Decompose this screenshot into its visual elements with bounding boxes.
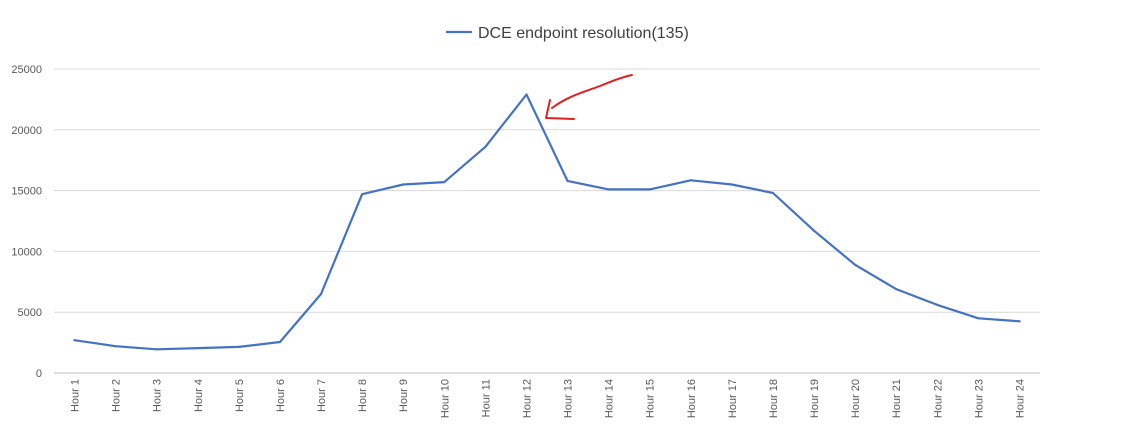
y-tick-label: 20000 xyxy=(11,125,42,137)
x-tick-label: Hour 10 xyxy=(439,379,451,418)
x-tick-label: Hour 12 xyxy=(521,379,533,418)
data-point xyxy=(977,317,980,320)
data-point xyxy=(114,345,117,348)
x-tick-label: Hour 5 xyxy=(234,379,246,412)
x-tick-label: Hour 19 xyxy=(809,379,821,418)
data-point xyxy=(895,287,898,291)
x-tick-label: Hour 18 xyxy=(768,379,780,418)
data-point xyxy=(319,292,323,296)
x-tick-label: Hour 6 xyxy=(275,379,287,412)
x-tick-label: Hour 17 xyxy=(727,379,739,418)
series-line xyxy=(73,93,1021,351)
y-tick-label: 15000 xyxy=(11,186,42,198)
data-point xyxy=(525,93,528,96)
x-tick-label: Hour 15 xyxy=(645,379,657,418)
x-tick-label: Hour 13 xyxy=(563,379,575,418)
data-point xyxy=(155,348,158,351)
data-point xyxy=(237,345,240,348)
annotation-arrow-shaft xyxy=(551,74,633,109)
x-tick-label: Hour 9 xyxy=(398,379,410,412)
data-point xyxy=(730,183,733,186)
data-point xyxy=(484,145,487,148)
x-tick-label: Hour 2 xyxy=(111,379,123,412)
data-point xyxy=(854,263,857,266)
x-tick-label: Hour 11 xyxy=(480,379,492,417)
x-tick-label: Hour 22 xyxy=(932,379,944,418)
data-point xyxy=(607,188,610,191)
x-tick-label: Hour 3 xyxy=(152,379,164,412)
data-point xyxy=(812,229,816,232)
data-point xyxy=(73,339,76,342)
y-axis-ticks: 0 5000 10000 15000 20000 25000 xyxy=(11,64,42,380)
gridlines xyxy=(54,68,1040,374)
x-tick-label: Hour 7 xyxy=(316,379,328,412)
data-point xyxy=(402,183,405,186)
x-tick-label: Hour 8 xyxy=(357,379,369,412)
x-tick-label: Hour 23 xyxy=(973,379,985,418)
annotation-arrow xyxy=(545,74,633,120)
x-tick-label: Hour 16 xyxy=(686,379,698,418)
data-point xyxy=(648,188,651,191)
data-point xyxy=(361,193,364,196)
x-axis-ticks: Hour 1 Hour 2 Hour 3 Hour 4 Hour 5 Hour 6 Hour… xyxy=(70,379,1027,418)
legend-label: DCE endpoint resolution(135) xyxy=(478,25,689,42)
annotation-arrow-head xyxy=(545,99,575,120)
data-point xyxy=(196,346,199,350)
data-point xyxy=(689,179,692,182)
x-tick-label: Hour 1 xyxy=(70,379,82,412)
data-point xyxy=(936,303,939,307)
data-point xyxy=(566,179,569,182)
y-tick-label: 5000 xyxy=(18,307,42,319)
y-tick-label: 25000 xyxy=(11,64,42,76)
legend: DCE endpoint resolution(135) xyxy=(446,25,689,42)
x-tick-label: Hour 4 xyxy=(193,379,205,412)
x-tick-label: Hour 20 xyxy=(850,379,862,418)
x-tick-label: Hour 21 xyxy=(891,379,903,418)
y-tick-label: 0 xyxy=(36,368,42,380)
data-point xyxy=(771,191,775,195)
series-group xyxy=(73,93,1021,351)
y-tick-label: 10000 xyxy=(11,246,42,258)
data-point xyxy=(443,180,446,184)
data-point xyxy=(1018,320,1021,323)
x-tick-label: Hour 14 xyxy=(604,379,616,418)
x-tick-label: Hour 24 xyxy=(1014,379,1026,418)
data-point xyxy=(278,340,282,344)
